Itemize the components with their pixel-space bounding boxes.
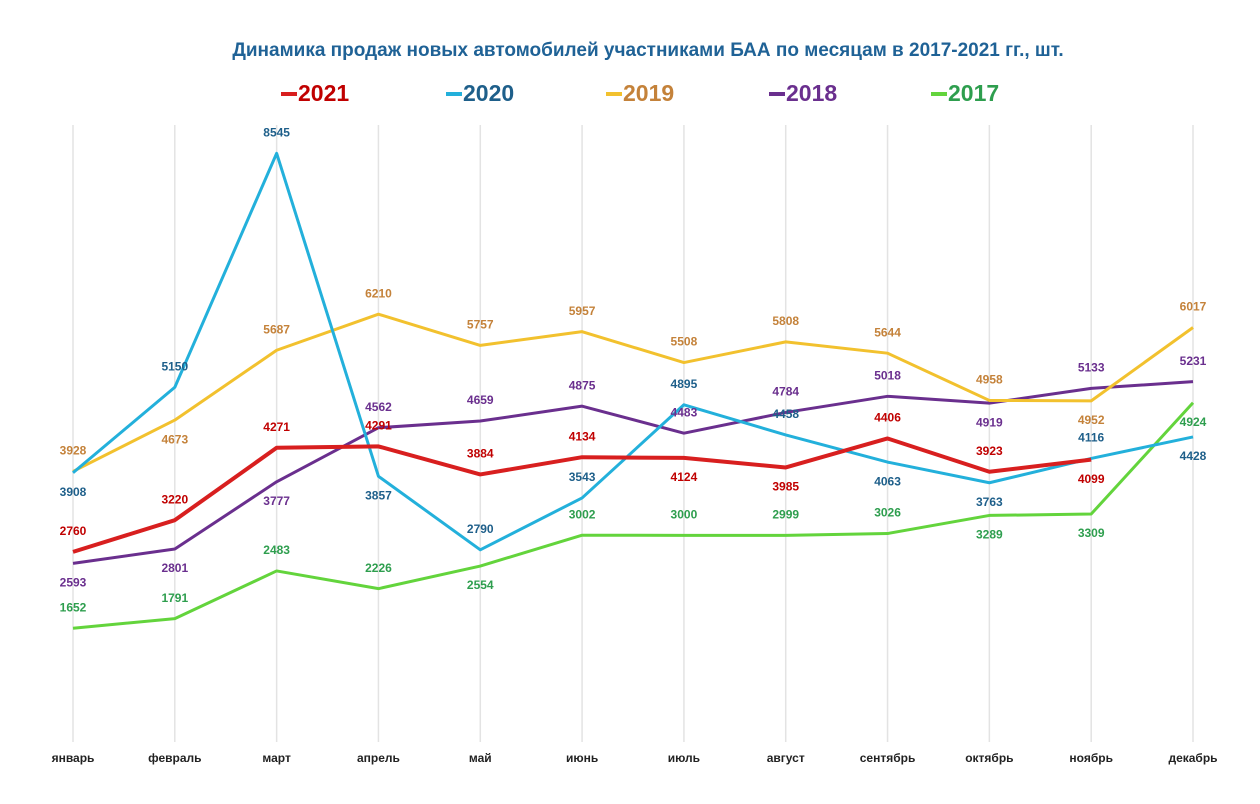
data-label: 2226: [365, 561, 392, 575]
line-series: [72, 151, 1194, 552]
data-label: 4134: [569, 429, 596, 443]
data-label: 4291: [365, 419, 392, 433]
x-tick-label: июнь: [566, 751, 598, 765]
data-label: 4659: [467, 393, 494, 407]
legend-label: 2020: [463, 80, 514, 106]
data-label: 3928: [60, 444, 87, 458]
legend-label: 2019: [623, 80, 674, 106]
data-label: 5644: [874, 325, 901, 339]
data-label: 2999: [772, 508, 799, 522]
data-label: 3289: [976, 528, 1003, 542]
data-label: 3777: [263, 494, 290, 508]
data-label: 2483: [263, 543, 290, 557]
data-label: 4124: [671, 470, 698, 484]
data-label: 4099: [1078, 472, 1105, 486]
x-tick-label: март: [262, 751, 291, 765]
data-label: 4952: [1078, 413, 1105, 427]
x-tick-label: февраль: [148, 751, 201, 765]
legend-label: 2018: [786, 80, 837, 106]
data-label: 2554: [467, 578, 494, 592]
data-label: 4875: [569, 378, 596, 392]
lines: [72, 151, 1195, 630]
data-label: 5133: [1078, 361, 1105, 375]
x-tick-label: сентябрь: [860, 751, 916, 765]
data-label: 4895: [671, 377, 698, 391]
x-tick-label: ноябрь: [1069, 751, 1113, 765]
data-label: 5808: [772, 314, 799, 328]
x-tick-label: декабрь: [1168, 751, 1217, 765]
x-tick-label: октябрь: [965, 751, 1013, 765]
data-label: 3908: [60, 485, 87, 499]
data-label: 3985: [772, 480, 799, 494]
chart-title: Динамика продаж новых автомобилей участн…: [232, 40, 1063, 61]
line-series: [72, 436, 1092, 554]
data-label: 4673: [161, 432, 188, 446]
line-series: [72, 312, 1194, 473]
line-series: [72, 401, 1195, 630]
x-tick-label: август: [767, 751, 805, 765]
data-label: 5757: [467, 318, 494, 332]
x-tick-label: май: [469, 751, 492, 765]
data-label: 4919: [976, 415, 1003, 429]
data-label: 3857: [365, 488, 392, 502]
data-label: 6017: [1180, 300, 1207, 314]
x-tick-label: апрель: [357, 751, 400, 765]
data-label: 1791: [161, 591, 188, 605]
data-label: 5018: [874, 368, 901, 382]
data-label: 4406: [874, 411, 901, 425]
labels: 2760 3220 4271 4291 3884 4134 4124 3985 4406 3923…: [60, 126, 1207, 615]
x-tick-label: июль: [668, 751, 700, 765]
legend: 2021 2020 2019 2018 2017: [281, 80, 999, 106]
data-label: 8545: [263, 126, 290, 140]
data-label: 3220: [161, 492, 188, 506]
data-label: 4958: [976, 373, 1003, 387]
data-label: 4428: [1180, 449, 1207, 463]
data-label: 5231: [1180, 354, 1207, 368]
data-label: 3309: [1078, 526, 1105, 540]
data-label: 2593: [60, 576, 87, 590]
data-label: 5150: [161, 359, 188, 373]
data-label: 4063: [874, 474, 901, 488]
x-tick-label: январь: [52, 751, 95, 765]
data-label: 4924: [1180, 415, 1207, 429]
data-label: 3763: [976, 495, 1003, 509]
data-label: 3002: [569, 507, 596, 521]
data-label: 4562: [365, 400, 392, 414]
data-label: 5687: [263, 322, 290, 336]
data-label: 4784: [772, 385, 799, 399]
data-label: 4116: [1078, 431, 1104, 445]
data-label: 5957: [569, 304, 596, 318]
data-label: 4483: [671, 405, 698, 419]
grid: январь февраль март апрель май июнь июль август…: [52, 125, 1218, 765]
data-label: 2801: [161, 561, 188, 575]
data-label: 2790: [467, 522, 494, 536]
data-label: 3543: [569, 470, 596, 484]
data-label: 2760: [60, 524, 87, 538]
data-label: 4458: [772, 407, 799, 421]
data-label: 3000: [671, 508, 698, 522]
data-label: 3923: [976, 444, 1003, 458]
legend-label: 2017: [948, 80, 999, 106]
data-label: 6210: [365, 286, 392, 300]
legend-label: 2021: [298, 80, 349, 106]
data-label: 5508: [671, 335, 698, 349]
data-label: 3026: [874, 506, 901, 520]
data-label: 1652: [60, 600, 87, 614]
data-label: 4271: [263, 420, 290, 434]
data-label: 3884: [467, 447, 494, 461]
